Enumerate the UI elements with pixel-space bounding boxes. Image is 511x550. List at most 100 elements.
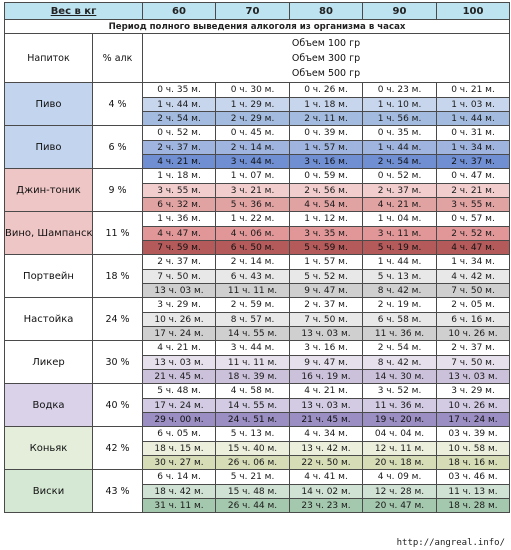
time-cell: 1 ч. 12 м. xyxy=(289,211,364,227)
time-cell: 6 ч. 14 м. xyxy=(142,469,217,485)
time-cell: 17 ч. 24 м. xyxy=(142,398,217,413)
time-cell: 0 ч. 35 м. xyxy=(362,125,438,141)
table-row: Пиво 4 % 0 ч. 35 м. 0 ч. 30 м. 0 ч. 26 м. 0 ч… xyxy=(4,82,511,126)
time-cell: 17 ч. 24 м. xyxy=(142,326,217,341)
time-cell: 4 ч. 06 м. xyxy=(215,226,291,241)
time-cell: 0 ч. 35 м. xyxy=(142,82,217,98)
time-cell: 18 ч. 15 м. xyxy=(142,441,217,456)
time-cell: 7 ч. 50 м. xyxy=(289,312,364,327)
drink-name: Коньяк xyxy=(4,426,93,470)
time-cell: 4 ч. 41 м. xyxy=(289,469,364,485)
time-cell: 18 ч. 28 м. xyxy=(436,498,511,513)
volume-500: Объем 500 гр xyxy=(291,67,361,79)
time-cell: 5 ч. 36 м. xyxy=(215,197,291,212)
time-cell: 14 ч. 02 м. xyxy=(289,484,364,499)
time-cell: 2 ч. 29 м. xyxy=(215,111,291,126)
watermark: http://angreal.info/ xyxy=(396,538,505,548)
time-cell: 0 ч. 52 м. xyxy=(142,125,217,141)
alcohol-percent: 18 % xyxy=(91,254,144,298)
time-cell: 1 ч. 34 м. xyxy=(436,254,511,270)
time-cell: 14 ч. 55 м. xyxy=(215,326,291,341)
alcohol-percent: 40 % xyxy=(91,383,144,427)
table-row: 13 ч. 03 м. 11 ч. 11 м. 9 ч. 47 м. 8 ч. 42 … xyxy=(5,283,511,298)
time-cell: 1 ч. 44 м. xyxy=(362,254,438,270)
time-cell: 1 ч. 18 м. xyxy=(289,97,364,112)
time-cell: 1 ч. 57 м. xyxy=(289,254,364,270)
time-cell: 5 ч. 13 м. xyxy=(362,269,438,284)
time-cell: 13 ч. 42 м. xyxy=(289,441,364,456)
time-cell: 2 ч. 37 м. xyxy=(289,297,364,313)
time-cell: 2 ч. 37 м. xyxy=(142,254,217,270)
time-cell: 4 ч. 21 м. xyxy=(362,197,438,212)
alcohol-elimination-table: Вес в кг 60 70 80 90 100 Период полного … xyxy=(3,2,511,513)
time-cell: 11 ч. 36 м. xyxy=(362,398,438,413)
time-cell: 0 ч. 45 м. xyxy=(215,125,291,141)
time-cell: 13 ч. 03 м. xyxy=(289,326,364,341)
time-cell: 1 ч. 34 м. xyxy=(436,140,511,155)
alcohol-percent: 42 % xyxy=(91,426,144,470)
time-cell: 20 ч. 47 м. xyxy=(362,498,438,513)
drink-name: Водка xyxy=(4,383,93,427)
time-cell: 1 ч. 36 м. xyxy=(142,211,217,227)
time-cell: 3 ч. 55 м. xyxy=(142,183,217,198)
time-cell: 10 ч. 26 м. xyxy=(436,398,511,413)
time-cell: 2 ч. 54 м. xyxy=(362,154,438,169)
time-cell: 4 ч. 21 м. xyxy=(142,154,217,169)
drink-name: Портвейн xyxy=(4,254,93,298)
time-cell: 7 ч. 50 м. xyxy=(436,355,511,370)
weight-label: Вес в кг xyxy=(3,2,144,20)
time-cell: 4 ч. 09 м. xyxy=(362,469,438,485)
time-cell: 4 ч. 21 м. xyxy=(289,383,364,399)
weight-60: 60 xyxy=(142,2,217,20)
table-row: Настойка 24 % 3 ч. 29 м. 2 ч. 59 м. 2 ч. 37 … xyxy=(4,297,511,341)
time-cell: 6 ч. 05 м. xyxy=(142,426,217,442)
time-cell: 2 ч. 56 м. xyxy=(289,183,364,198)
table-row: 30 ч. 27 м. 26 ч. 06 м. 22 ч. 50 м. 20 ч. 1… xyxy=(5,455,511,470)
drink-name: Джин-тоник xyxy=(4,168,93,212)
time-cell: 2 ч. 37 м. xyxy=(362,183,438,198)
time-cell: 18 ч. 16 м. xyxy=(436,455,511,470)
time-cell: 20 ч. 18 м. xyxy=(362,455,438,470)
time-cell: 2 ч. 14 м. xyxy=(215,140,291,155)
time-cell: 1 ч. 18 м. xyxy=(142,168,217,184)
time-cell: 2 ч. 05 м. xyxy=(436,297,511,313)
table-row: Коньяк 42 % 6 ч. 05 м. 5 ч. 13 м. 4 ч. 34 м.… xyxy=(4,426,511,470)
time-cell: 1 ч. 04 м. xyxy=(362,211,438,227)
time-cell: 4 ч. 34 м. xyxy=(289,426,364,442)
period-title-row: Период полного выведения алкоголя из орг… xyxy=(3,19,511,34)
time-cell: 1 ч. 56 м. xyxy=(362,111,438,126)
time-cell: 6 ч. 58 м. xyxy=(362,312,438,327)
time-cell: 18 ч. 42 м. xyxy=(142,484,217,499)
time-cell: 13 ч. 03 м. xyxy=(289,398,364,413)
table-row: Виски 43 % 6 ч. 14 м. 5 ч. 21 м. 4 ч. 41 м. 4… xyxy=(4,469,511,513)
weight-100: 100 xyxy=(436,2,511,20)
time-cell: 4 ч. 47 м. xyxy=(436,240,511,255)
time-cell: 1 ч. 22 м. xyxy=(215,211,291,227)
time-cell: 1 ч. 03 м. xyxy=(436,97,511,112)
pct-column-header: % алк xyxy=(91,33,144,83)
time-cell: 13 ч. 03 м. xyxy=(142,283,217,298)
time-cell: 6 ч. 50 м. xyxy=(215,240,291,255)
time-cell: 4 ч. 58 м. xyxy=(215,383,291,399)
time-cell: 5 ч. 19 м. xyxy=(362,240,438,255)
time-cell: 14 ч. 55 м. xyxy=(215,398,291,413)
table-row: 13 ч. 03 м. 11 ч. 11 м. 9 ч. 47 м. 8 ч. 42 … xyxy=(5,355,511,370)
time-cell: 13 ч. 03 м. xyxy=(436,369,511,384)
alcohol-percent: 11 % xyxy=(91,211,144,255)
time-cell: 1 ч. 44 м. xyxy=(436,111,511,126)
time-cell: 31 ч. 11 м. xyxy=(142,498,217,513)
table-row: 2 ч. 37 м. 2 ч. 14 м. 1 ч. 57 м. 1 ч. 44 м.… xyxy=(5,140,511,155)
time-cell: 22 ч. 50 м. xyxy=(289,455,364,470)
weight-90: 90 xyxy=(362,2,438,20)
time-cell: 03 ч. 39 м. xyxy=(436,426,511,442)
alcohol-percent: 4 % xyxy=(91,82,144,126)
time-cell: 12 ч. 28 м. xyxy=(362,484,438,499)
time-cell: 1 ч. 57 м. xyxy=(289,140,364,155)
time-cell: 2 ч. 19 м. xyxy=(362,297,438,313)
time-cell: 3 ч. 44 м. xyxy=(215,154,291,169)
time-cell: 30 ч. 27 м. xyxy=(142,455,217,470)
time-cell: 03 ч. 46 м. xyxy=(436,469,511,485)
time-cell: 0 ч. 31 м. xyxy=(436,125,511,141)
table-row: 18 ч. 42 м. 15 ч. 48 м. 14 ч. 02 м. 12 ч. 2… xyxy=(5,484,511,499)
alcohol-percent: 43 % xyxy=(91,469,144,513)
